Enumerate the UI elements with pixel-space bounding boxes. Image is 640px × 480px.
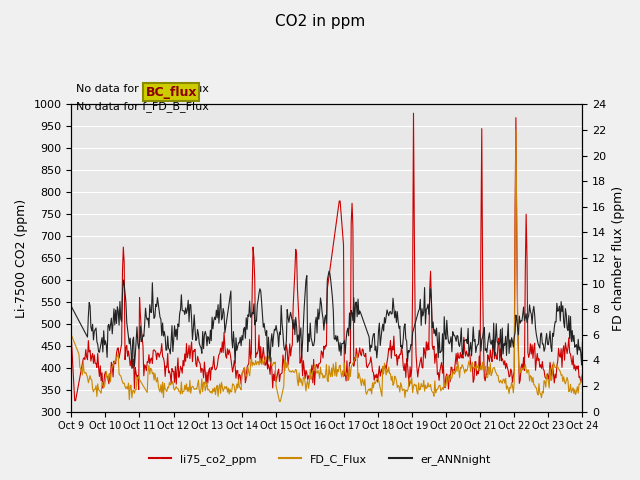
er_ANNnight	[300, 321, 307, 327]
FD_C_Flux	[67, 332, 75, 338]
er_ANNnight	[67, 303, 75, 309]
Y-axis label: Li-7500 CO2 (ppm): Li-7500 CO2 (ppm)	[15, 199, 28, 318]
er_ANNnight	[371, 331, 378, 336]
FD_C_Flux	[300, 374, 307, 380]
li75_co2_ppm	[200, 375, 207, 381]
FD_C_Flux	[512, 127, 520, 133]
FD_C_Flux	[158, 390, 166, 396]
er_ANNnight	[579, 339, 586, 345]
FD_C_Flux	[410, 384, 417, 389]
Y-axis label: FD chamber flux (ppm): FD chamber flux (ppm)	[612, 185, 625, 331]
er_ANNnight	[410, 324, 418, 329]
li75_co2_ppm	[454, 350, 461, 356]
Text: CO2 in ppm: CO2 in ppm	[275, 14, 365, 29]
li75_co2_ppm	[67, 334, 75, 340]
er_ANNnight	[325, 268, 333, 274]
FD_C_Flux	[369, 385, 377, 391]
Legend: li75_co2_ppm, FD_C_Flux, er_ANNnight: li75_co2_ppm, FD_C_Flux, er_ANNnight	[145, 450, 495, 469]
li75_co2_ppm	[579, 371, 586, 377]
Text: BC_flux: BC_flux	[145, 86, 197, 99]
li75_co2_ppm	[369, 369, 377, 375]
li75_co2_ppm	[159, 354, 166, 360]
FD_C_Flux	[579, 372, 586, 377]
er_ANNnight	[200, 346, 207, 351]
li75_co2_ppm	[300, 358, 307, 363]
Text: No data for f_FD_B_Flux: No data for f_FD_B_Flux	[76, 101, 209, 112]
Text: No data for f_FD_A_Flux: No data for f_FD_A_Flux	[76, 83, 209, 94]
Line: FD_C_Flux: FD_C_Flux	[71, 130, 582, 401]
FD_C_Flux	[453, 369, 461, 374]
Line: er_ANNnight: er_ANNnight	[71, 271, 582, 368]
li75_co2_ppm	[71, 398, 79, 404]
er_ANNnight	[454, 334, 461, 339]
er_ANNnight	[128, 365, 136, 371]
er_ANNnight	[159, 320, 166, 326]
li75_co2_ppm	[410, 233, 418, 239]
li75_co2_ppm	[410, 110, 417, 116]
FD_C_Flux	[276, 398, 284, 404]
Line: li75_co2_ppm: li75_co2_ppm	[71, 113, 582, 401]
FD_C_Flux	[199, 389, 207, 395]
